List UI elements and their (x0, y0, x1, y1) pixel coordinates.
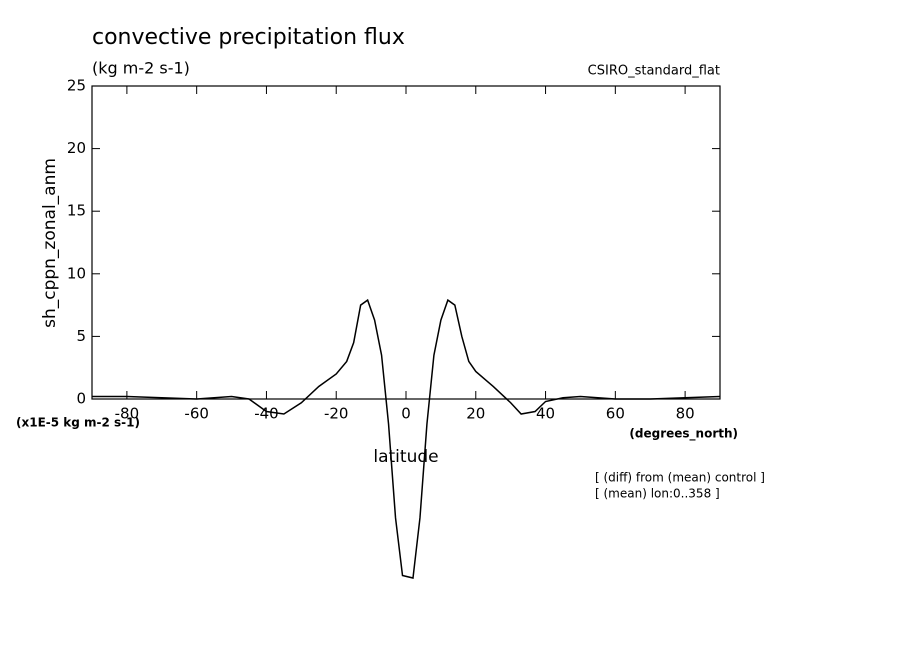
y-units: (x1E-5 kg m-2 s-1) (16, 416, 140, 430)
y-tick-label: 25 (67, 77, 86, 95)
y-tick-label: 15 (67, 202, 86, 220)
y-tick-label: 5 (76, 327, 86, 345)
x-tick-label: -60 (184, 405, 209, 423)
note: [ (diff) from (mean) control ] (595, 471, 765, 485)
x-axis-label: latitude (373, 447, 438, 467)
chart-title: convective precipitation flux (92, 25, 405, 50)
x-tick-label: 40 (536, 405, 555, 423)
model-label: CSIRO_standard_flat (588, 64, 720, 79)
x-tick-label: 60 (606, 405, 625, 423)
x-tick-label: -20 (324, 405, 349, 423)
x-tick-label: -80 (115, 405, 140, 423)
x-tick-label: 0 (401, 405, 411, 423)
x-units: (degrees_north) (629, 427, 738, 442)
x-tick-label: 80 (676, 405, 695, 423)
note: [ (mean) lon:0..358 ] (595, 487, 720, 501)
y-tick-label: 20 (67, 139, 86, 157)
y-tick-label: 10 (67, 264, 86, 282)
chart-subtitle: (kg m-2 s-1) (92, 59, 190, 78)
y-tick-label: 0 (76, 390, 86, 408)
data-line (92, 298, 721, 579)
x-tick-label: 20 (466, 405, 485, 423)
y-axis-label: sh_cppn_zonal_anm (40, 158, 60, 328)
x-tick-label: -40 (254, 405, 279, 423)
